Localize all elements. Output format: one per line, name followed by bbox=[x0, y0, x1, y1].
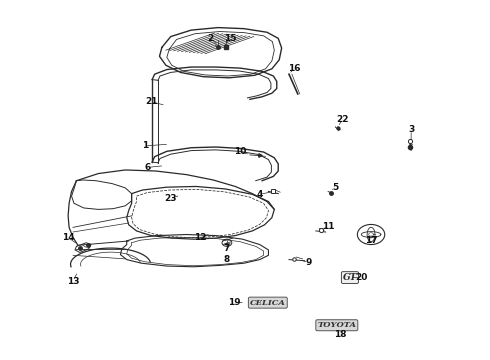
Text: 16: 16 bbox=[288, 64, 300, 73]
Text: 19: 19 bbox=[228, 298, 241, 307]
Text: CELICA: CELICA bbox=[250, 299, 286, 307]
Text: 17: 17 bbox=[365, 237, 377, 246]
Text: 1: 1 bbox=[142, 141, 148, 150]
Text: 18: 18 bbox=[334, 330, 346, 339]
Text: 2: 2 bbox=[208, 34, 214, 43]
Text: 14: 14 bbox=[62, 233, 74, 242]
Text: TOYOTA: TOYOTA bbox=[318, 321, 356, 329]
Text: 6: 6 bbox=[144, 163, 150, 172]
Text: 15: 15 bbox=[224, 34, 237, 43]
Text: 13: 13 bbox=[67, 276, 79, 285]
Text: 5: 5 bbox=[332, 183, 339, 192]
Text: 3: 3 bbox=[408, 125, 414, 134]
Text: GT: GT bbox=[343, 273, 357, 282]
Text: 23: 23 bbox=[165, 194, 177, 203]
Text: 4: 4 bbox=[256, 190, 263, 199]
Text: 12: 12 bbox=[194, 233, 206, 242]
Text: 9: 9 bbox=[305, 258, 312, 267]
Text: 11: 11 bbox=[322, 222, 334, 231]
Text: 10: 10 bbox=[234, 147, 246, 156]
Text: 7: 7 bbox=[223, 244, 230, 253]
Text: 20: 20 bbox=[355, 273, 368, 282]
Text: 22: 22 bbox=[337, 114, 349, 123]
Text: 8: 8 bbox=[223, 255, 229, 264]
Text: 21: 21 bbox=[145, 97, 157, 106]
